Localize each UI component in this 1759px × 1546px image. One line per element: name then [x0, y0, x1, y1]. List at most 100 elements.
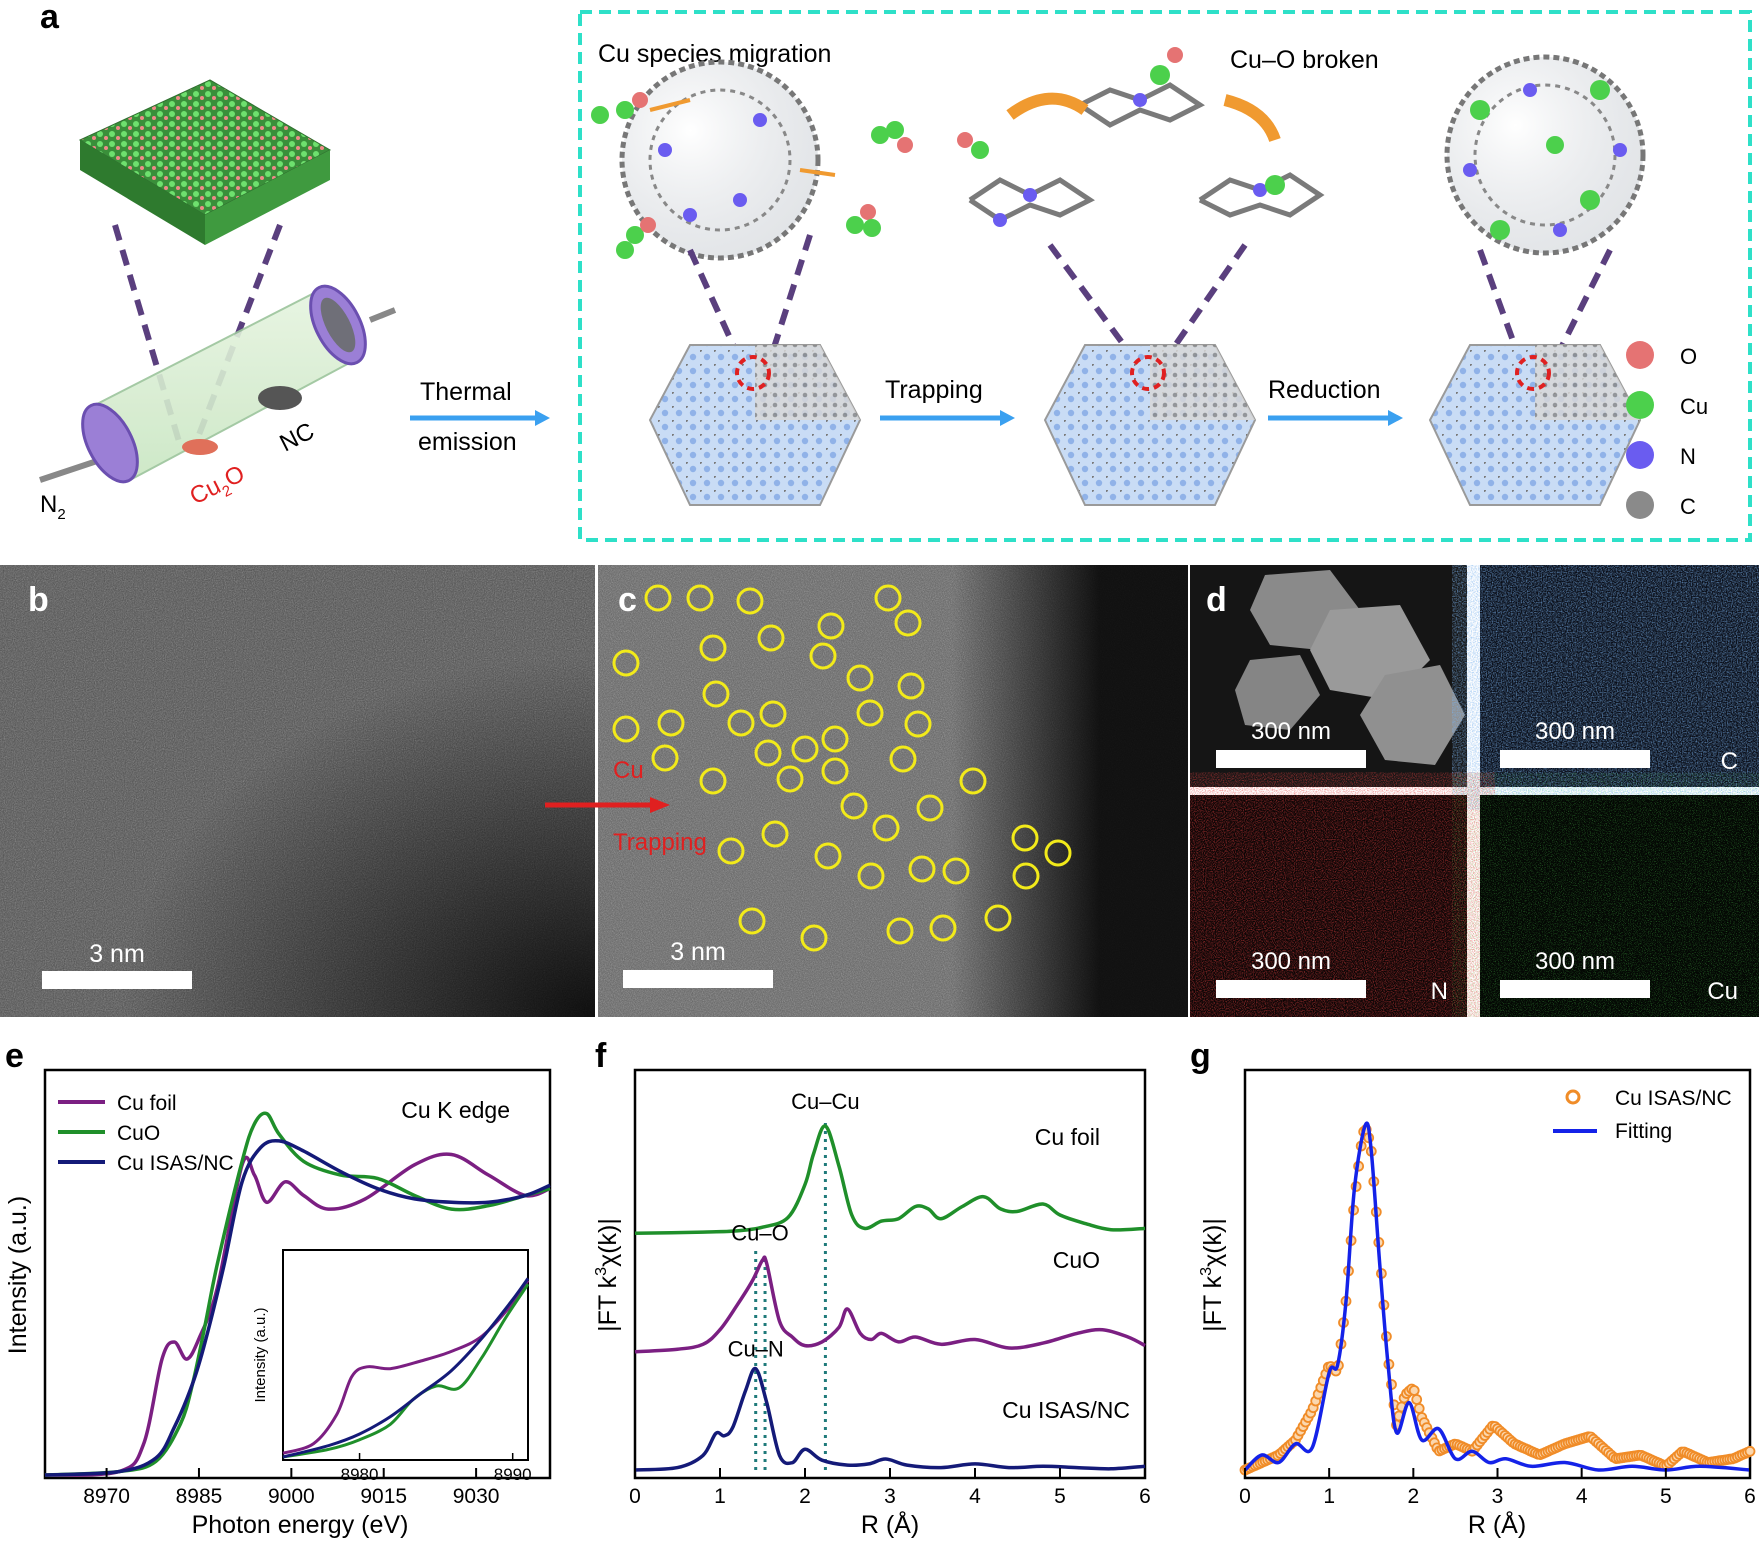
- arrow2-label: Trapping: [885, 376, 983, 404]
- legend: Cu foil CuO Cu ISAS/NC: [58, 1092, 234, 1175]
- nc-polyhedron-icon: [1428, 344, 1642, 506]
- single-atom-marker: [889, 745, 917, 773]
- inset-x-tick-label: 8990: [494, 1465, 532, 1484]
- legend-label: C: [1680, 494, 1696, 519]
- panel-letter-d: d: [1206, 581, 1227, 619]
- single-atom-marker: [908, 855, 936, 883]
- cu-o-molecule-icon: [591, 92, 648, 124]
- plot-frame: [43, 1068, 552, 1480]
- cu2o-boat: [182, 439, 218, 455]
- legend-label: Cu ISAS/NC: [1615, 1087, 1732, 1110]
- single-atom-marker: [644, 584, 672, 612]
- legend-label: O: [1680, 344, 1697, 369]
- panel-d-eds-maps: d 300 nm 300 nm C 300 nm N 300 nm Cu: [1190, 565, 1759, 1017]
- cu-o-molecule-icon: [846, 204, 881, 237]
- single-atom-marker: [984, 904, 1012, 932]
- single-atom-marker: [791, 735, 819, 763]
- series-label: Cu foil: [1035, 1124, 1100, 1150]
- panel-a: a N2 Cu2O NC Thermal emission Cu species…: [39, 0, 1752, 542]
- y-axis-label: |FT k3χ(k)|: [593, 1218, 622, 1332]
- x-tick-label: 2: [799, 1485, 811, 1508]
- x-tick-label: 5: [1054, 1485, 1066, 1508]
- x-tick-label: 0: [1239, 1485, 1251, 1508]
- legend-c-atom-icon: [1626, 491, 1654, 519]
- single-atom-marker: [872, 814, 900, 842]
- single-atom-marker: [916, 794, 944, 822]
- legend-label: Cu: [1680, 394, 1708, 419]
- single-atom-marker: [651, 744, 679, 772]
- scale-bar: [42, 971, 192, 989]
- panel-f-exafs-chart: f 0 1 2 3 4 5 6 Cu–Cu Cu–O Cu–N Cu foil CuO Cu I…: [593, 1037, 1151, 1539]
- single-atom-marker: [754, 739, 782, 767]
- cu-o-molecule-icon: [871, 121, 913, 153]
- single-atom-marker: [874, 584, 902, 612]
- support-label: NC: [275, 418, 318, 458]
- element-label: C: [1721, 748, 1738, 775]
- peak-label: Cu–N: [728, 1337, 784, 1362]
- legend-label: CuO: [117, 1122, 160, 1145]
- panel-c-haadf-image: c Cu Trapping 3 nm: [598, 565, 1188, 1017]
- x-tick-label: 8985: [176, 1485, 223, 1508]
- tube-furnace: [39, 284, 397, 484]
- scale-bar: [1216, 750, 1366, 768]
- single-atom-marker: [686, 584, 714, 612]
- legend-label: N: [1680, 444, 1696, 469]
- single-atom-marker: [1011, 824, 1039, 852]
- single-atom-marker: [1012, 862, 1040, 890]
- nc-polyhedron-icon: [648, 344, 862, 506]
- single-atom-marker: [857, 862, 885, 890]
- peak-label: Cu–Cu: [791, 1089, 859, 1114]
- single-atom-marker: [856, 699, 884, 727]
- y-axis-label: Intensity (a.u.): [4, 1196, 32, 1354]
- x-tick-label: 8970: [83, 1485, 130, 1508]
- scale-label: 3 nm: [89, 940, 145, 968]
- single-atom-marker: [959, 767, 987, 795]
- arrow1-line2: emission: [418, 428, 517, 456]
- single-atom-marker: [897, 672, 925, 700]
- scale-label: 300 nm: [1251, 948, 1331, 975]
- single-atom-marker: [800, 924, 828, 952]
- single-atom-marker: [757, 624, 785, 652]
- single-atom-marker: [821, 725, 849, 753]
- series-line: [44, 1138, 551, 1477]
- peak-label: Cu–O: [731, 1221, 788, 1246]
- single-atom-marker: [699, 767, 727, 795]
- series-label: Cu ISAS/NC: [1002, 1397, 1130, 1423]
- x-axis-label: Photon energy (eV): [192, 1511, 409, 1539]
- single-atom-marker: [761, 820, 789, 848]
- x-axis-label: R (Å): [1468, 1509, 1526, 1539]
- thermal-arrow-icon: [410, 410, 550, 426]
- inset-y-label: Intensity (a.u.): [252, 1307, 269, 1402]
- legend-label: Fitting: [1615, 1120, 1672, 1143]
- legend-cu-atom-icon: [1626, 391, 1654, 419]
- panel-g-fitting-chart: g 0 1 2 3 4 5 6 Cu ISAS/NC Fitting R (Å) |FT k…: [1190, 1037, 1756, 1539]
- nc-cage-icon: [1444, 54, 1646, 256]
- series-line: [634, 1124, 1146, 1236]
- x-tick-label: 6: [1744, 1485, 1756, 1508]
- single-atom-marker: [657, 709, 685, 737]
- scale-label: 300 nm: [1535, 948, 1615, 975]
- single-atom-marker: [699, 634, 727, 662]
- legend: Cu ISAS/NC Fitting: [1553, 1087, 1732, 1143]
- panel-letter-c: c: [618, 581, 637, 619]
- x-tick-label: 3: [1492, 1485, 1504, 1508]
- stage2-label: Cu–O broken: [1230, 46, 1379, 74]
- scale-bar: [1216, 980, 1366, 998]
- panel-e-xanes-chart: e Cu K edge Cu foil CuO Cu ISAS/NC 8970 8…: [4, 1037, 552, 1539]
- x-tick-label: 4: [969, 1485, 981, 1508]
- y-axis-label: |FT k3χ(k)|: [1198, 1218, 1227, 1332]
- single-atom-marker: [929, 914, 957, 942]
- data-point: [1408, 1385, 1420, 1396]
- legend-n-atom-icon: [1626, 441, 1654, 469]
- cu-annotation: Cu: [613, 757, 644, 784]
- inset-series-line: [282, 1277, 530, 1459]
- x-tick-label: 1: [714, 1485, 726, 1508]
- data-point: [1411, 1394, 1423, 1405]
- panel-letter-f: f: [595, 1037, 607, 1075]
- single-atom-marker: [894, 609, 922, 637]
- series-line: [44, 1111, 551, 1477]
- panel-letter-e: e: [5, 1037, 24, 1075]
- scale-bar: [623, 970, 773, 988]
- panel-letter-g: g: [1190, 1037, 1211, 1075]
- single-atom-marker: [942, 857, 970, 885]
